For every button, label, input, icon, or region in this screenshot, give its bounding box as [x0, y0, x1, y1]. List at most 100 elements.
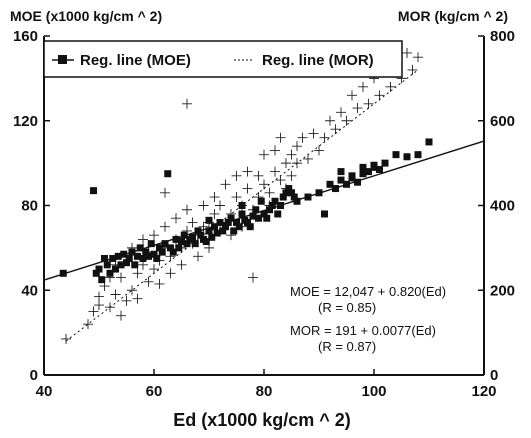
legend-moe-label: Reg. line (MOE) [80, 52, 191, 69]
data-point-moe [101, 254, 108, 262]
data-point-mor [220, 179, 231, 190]
data-point-mor [248, 272, 258, 283]
data-point-moe [95, 265, 103, 273]
data-point-moe [257, 197, 265, 205]
data-point-mor [83, 319, 93, 330]
data-point-mor [308, 128, 319, 139]
data-point-mor [402, 47, 412, 58]
data-point-moe [123, 259, 130, 267]
data-point-moe [238, 210, 246, 218]
annotation-moe-equation: MOE = 12,047 + 0.820(Ed) [290, 284, 446, 299]
data-point-mor [182, 204, 192, 215]
data-point-moe [260, 210, 268, 218]
data-point-moe [197, 231, 205, 239]
data-point-mor [385, 81, 396, 92]
data-point-moe [252, 206, 260, 214]
data-point-moe [263, 214, 271, 222]
data-point-mor [160, 187, 170, 198]
data-point-moe [191, 240, 199, 248]
data-point-moe [145, 252, 152, 260]
data-point-mor [286, 170, 297, 181]
data-point-mor [116, 272, 126, 283]
y-axis-left-title: MOE (x1000 kg/cm ^ 2) [10, 8, 162, 24]
data-point-moe [282, 189, 290, 197]
data-point-moe [268, 202, 276, 209]
data-point-mor [215, 200, 225, 211]
data-point-mor [358, 81, 368, 92]
data-point-moe [293, 197, 301, 205]
y-left-tick-label: 80 [21, 198, 38, 215]
y-right-tick-label: 200 [490, 282, 515, 299]
y-right-tick-label: 0 [490, 367, 498, 384]
data-point-moe [288, 189, 295, 197]
data-point-moe [290, 193, 298, 201]
data-point-mor [407, 64, 418, 75]
data-point-mor [171, 213, 181, 224]
data-point-mor [292, 141, 302, 152]
x-tick-label: 120 [471, 383, 496, 400]
data-point-moe [337, 176, 345, 184]
data-point-moe [103, 261, 111, 269]
data-point-moe [414, 151, 422, 159]
data-point-moe [136, 244, 144, 252]
data-point-mor [149, 230, 159, 241]
data-point-mor [275, 175, 286, 186]
x-tick-label: 60 [146, 383, 163, 400]
annotation-mor-equation: MOR = 191 + 0.0077(Ed) [290, 323, 436, 338]
x-tick-label: 40 [36, 383, 53, 400]
legend-moe-marker [58, 55, 67, 64]
data-point-moe [359, 170, 367, 178]
data-point-moe [106, 269, 114, 277]
data-point-moe [117, 261, 125, 269]
marks-layer [59, 47, 433, 344]
data-point-mor [270, 166, 280, 177]
data-point-moe [337, 168, 345, 176]
data-point-moe [285, 185, 293, 193]
legend-mor-label: Reg. line (MOR) [262, 52, 374, 69]
data-point-moe [249, 212, 257, 220]
data-point-mor [259, 149, 269, 160]
legend-box [43, 40, 403, 78]
data-point-moe [238, 202, 246, 209]
data-point-moe [274, 210, 282, 218]
data-point-moe [255, 214, 262, 222]
data-point-mor [193, 251, 203, 262]
data-point-mor [336, 107, 346, 118]
data-point-mor [253, 170, 264, 181]
data-point-mor [297, 132, 308, 143]
data-point-mor [127, 285, 137, 296]
data-point-moe [246, 223, 254, 231]
x-tick-label: 80 [256, 383, 273, 400]
data-point-mor [264, 187, 275, 198]
regression-line-moe [43, 140, 485, 281]
data-point-moe [169, 248, 177, 256]
data-point-moe [233, 218, 240, 226]
data-point-mor [132, 268, 143, 279]
data-point-mor [187, 217, 198, 228]
data-point-mor [259, 179, 269, 190]
data-point-moe [139, 254, 147, 262]
data-point-mor [352, 103, 363, 114]
data-point-mor [132, 293, 143, 304]
data-point-moe [216, 218, 224, 226]
data-point-moe [359, 163, 367, 171]
annotation-mor-r: (R = 0.87) [318, 339, 376, 354]
data-point-moe [189, 233, 196, 241]
data-point-moe [222, 223, 229, 231]
data-point-mor [374, 90, 385, 101]
y-right-tick-label: 800 [490, 28, 515, 45]
data-point-moe [271, 197, 279, 205]
data-point-moe [244, 218, 251, 226]
data-point-moe [131, 261, 139, 269]
y-left-tick-label: 0 [30, 367, 38, 384]
y-left-tick-label: 40 [21, 282, 38, 299]
data-point-moe [167, 244, 174, 252]
data-point-moe [175, 244, 183, 252]
data-point-mor [286, 149, 297, 160]
x-axis-title: Ed (x1000 kg/cm ^ 2) [173, 410, 351, 430]
legend: Reg. line (MOE) Reg. line (MOR) [43, 40, 403, 78]
data-point-moe [90, 187, 97, 195]
data-point-mor [198, 200, 209, 211]
data-point-moe [164, 170, 172, 178]
